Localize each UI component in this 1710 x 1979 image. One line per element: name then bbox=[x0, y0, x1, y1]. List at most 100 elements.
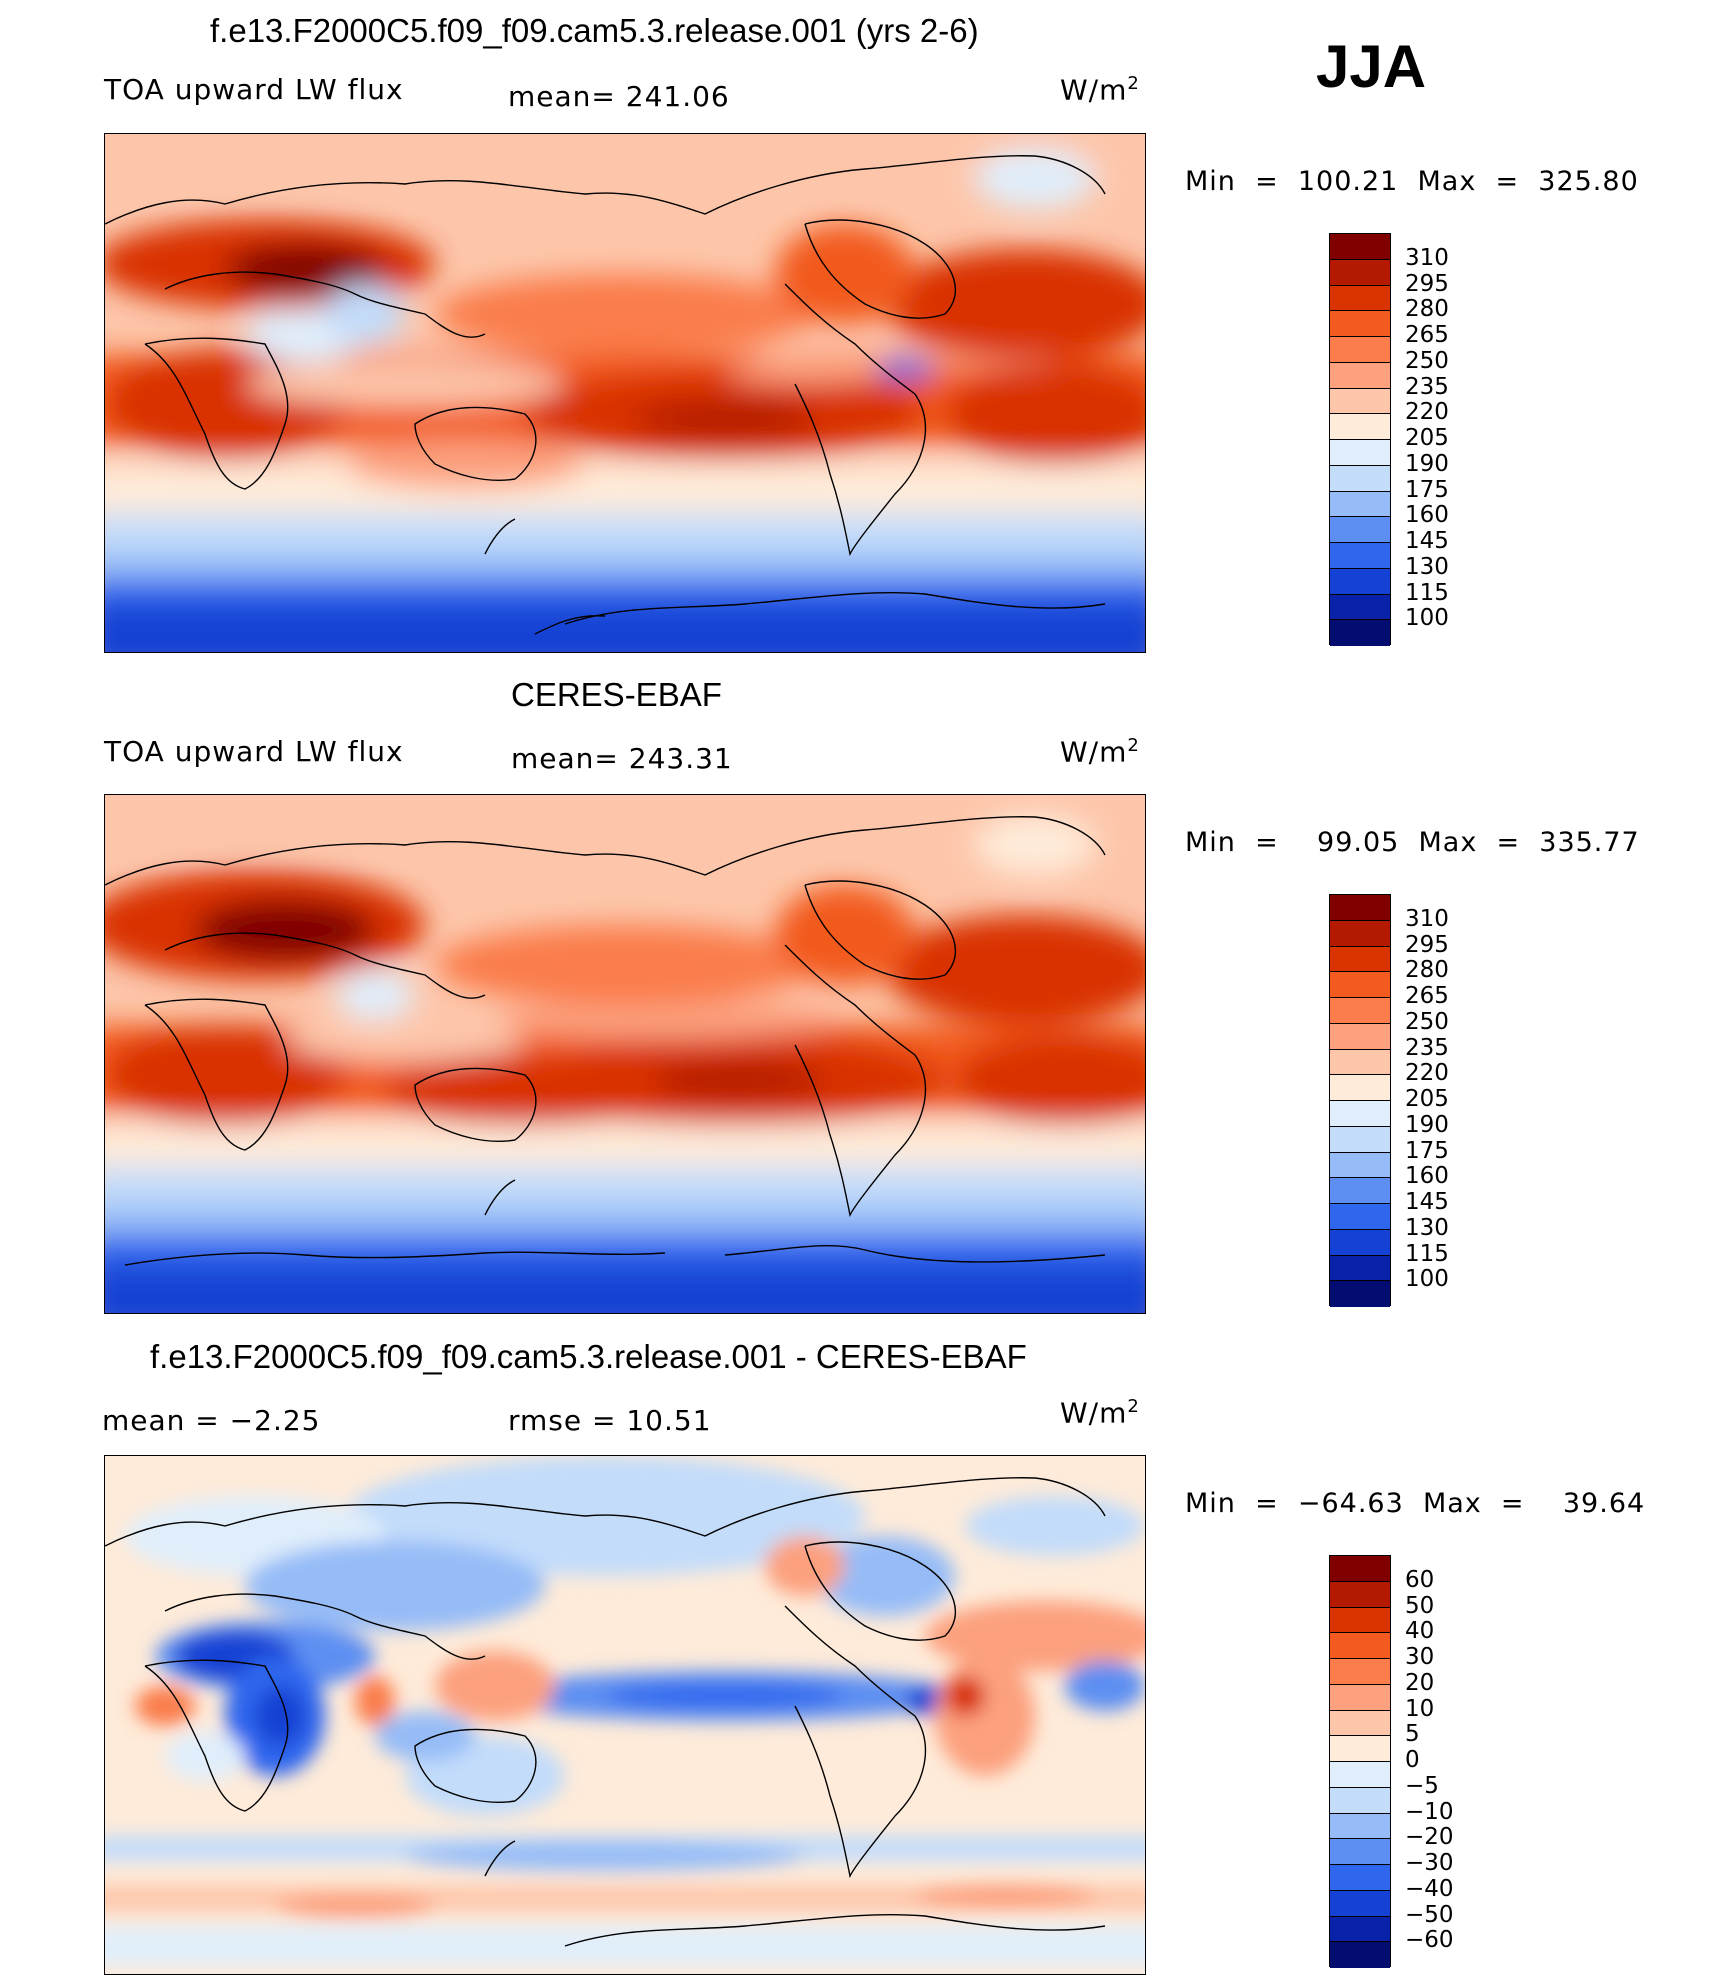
panel1-colorbar-swatch bbox=[1330, 594, 1390, 621]
panel3-map-svg bbox=[105, 1456, 1145, 1974]
panel1-colorbar-swatch bbox=[1330, 543, 1390, 569]
panel1-colorbar-tick-label: 235 bbox=[1405, 373, 1449, 400]
panel1-colorbar-tick-label: 250 bbox=[1405, 347, 1449, 374]
panel1-variable-label: TOA upward LW flux bbox=[104, 73, 404, 106]
panel2-colorbar-tick-label: 250 bbox=[1405, 1008, 1449, 1035]
panel1-colorbar-swatch bbox=[1330, 491, 1390, 518]
panel2-colorbar-swatch bbox=[1330, 998, 1390, 1024]
panel1-colorbar-tick-label: 160 bbox=[1405, 502, 1449, 529]
panel2-colorbar-swatch bbox=[1330, 1281, 1390, 1307]
panel2-colorbar-swatch bbox=[1330, 1152, 1390, 1179]
panel3-colorbar-tick-label: −60 bbox=[1405, 1927, 1454, 1954]
panel1-colorbar-tick-label: 265 bbox=[1405, 322, 1449, 348]
panel1-colorbar-swatch bbox=[1330, 465, 1390, 492]
panel3-colorbar-tick-label: 10 bbox=[1405, 1695, 1435, 1722]
panel3-colorbar-swatch bbox=[1330, 1839, 1390, 1865]
panel1-colorbar bbox=[1329, 233, 1391, 646]
panel3-colorbar-swatch bbox=[1330, 1607, 1390, 1634]
panel1-units-label: W/m2 bbox=[1060, 73, 1140, 107]
panel2-colorbar-tick-label: 295 bbox=[1405, 931, 1449, 958]
panel2-variable-label: TOA upward LW flux bbox=[104, 735, 404, 768]
panel2-colorbar-tick-label: 310 bbox=[1405, 905, 1449, 932]
panel1-colorbar-tick-label: 310 bbox=[1405, 244, 1449, 271]
panel3-colorbar-tick-label: 40 bbox=[1405, 1618, 1435, 1645]
panel1-colorbar-tick-label: 295 bbox=[1405, 270, 1449, 297]
panel3-colorbar-swatch bbox=[1330, 1581, 1390, 1608]
panel3-colorbar bbox=[1329, 1555, 1391, 1968]
panel3-colorbar-tick-label: −40 bbox=[1405, 1875, 1454, 1902]
panel3-colorbar-tick-label: −30 bbox=[1405, 1850, 1454, 1876]
panel2-map-svg bbox=[105, 795, 1145, 1313]
panel2-colorbar-swatch bbox=[1330, 1126, 1390, 1153]
panel2-units-label: W/m2 bbox=[1060, 735, 1140, 769]
panel1-colorbar-tick-label: 190 bbox=[1405, 450, 1449, 477]
panel2-colorbar-swatch bbox=[1330, 895, 1390, 921]
panel3-colorbar-tick-label: −20 bbox=[1405, 1824, 1454, 1851]
panel2-colorbar-swatch bbox=[1330, 972, 1390, 998]
panel3-colorbar-tick-label: 5 bbox=[1405, 1721, 1420, 1748]
panel3-mean-label: mean = −2.25 bbox=[102, 1404, 321, 1437]
panel3-rmse-label: rmse = 10.51 bbox=[508, 1404, 712, 1437]
panel2-colorbar-tick-label: 100 bbox=[1405, 1266, 1449, 1293]
panel3-colorbar-swatch bbox=[1330, 1787, 1390, 1814]
panel3-colorbar-tick-label: 60 bbox=[1405, 1566, 1435, 1593]
panel2-colorbar-swatch bbox=[1330, 1075, 1390, 1101]
panel1-colorbar-swatch bbox=[1330, 568, 1390, 595]
panel1-map bbox=[104, 133, 1146, 653]
panel3-colorbar-swatch bbox=[1330, 1736, 1390, 1762]
panel2-colorbar-swatch bbox=[1330, 946, 1390, 973]
panel2-map bbox=[104, 794, 1146, 1314]
panel1-colorbar-swatch bbox=[1330, 337, 1390, 363]
panel2-colorbar-swatch bbox=[1330, 1101, 1390, 1127]
panel2-colorbar-swatch bbox=[1330, 1255, 1390, 1282]
panel3-colorbar-swatch bbox=[1330, 1659, 1390, 1685]
panel1-colorbar-tick-label: 100 bbox=[1405, 605, 1449, 632]
panel2-colorbar bbox=[1329, 894, 1391, 1307]
panel3-colorbar-swatch bbox=[1330, 1762, 1390, 1788]
panel1-colorbar-tick-label: 130 bbox=[1405, 553, 1449, 580]
panel1-colorbar-tick-label: 175 bbox=[1405, 476, 1449, 503]
panel1-colorbar-tick-label: 145 bbox=[1405, 528, 1449, 554]
panel3-colorbar-tick-label: −10 bbox=[1405, 1798, 1454, 1825]
panel2-colorbar-swatch bbox=[1330, 1049, 1390, 1076]
panel2-colorbar-tick-label: 145 bbox=[1405, 1189, 1449, 1215]
panel2-coastlines bbox=[105, 816, 1106, 1266]
panel3-colorbar-tick-label: 30 bbox=[1405, 1644, 1435, 1670]
panel1-colorbar-tick-label: 205 bbox=[1405, 425, 1449, 451]
panel3-colorbar-swatch bbox=[1330, 1813, 1390, 1840]
panel3-colorbar-tick-label: −5 bbox=[1405, 1772, 1439, 1799]
panel1-colorbar-swatch bbox=[1330, 285, 1390, 312]
panel1-colorbar-swatch bbox=[1330, 234, 1390, 260]
panel3-units-label: W/m2 bbox=[1060, 1396, 1140, 1430]
panel3-colorbar-swatch bbox=[1330, 1916, 1390, 1943]
panel3-colorbar-swatch bbox=[1330, 1684, 1390, 1711]
panel1-colorbar-swatch bbox=[1330, 440, 1390, 466]
panel1-title: f.e13.F2000C5.f09_f09.cam5.3.release.001… bbox=[210, 12, 979, 49]
panel1-mean-label: mean= 241.06 bbox=[508, 80, 730, 113]
panel1-colorbar-swatch bbox=[1330, 414, 1390, 440]
panel3-coastlines bbox=[105, 1477, 1106, 1947]
panel3-colorbar-swatch bbox=[1330, 1710, 1390, 1737]
panel2-colorbar-swatch bbox=[1330, 1023, 1390, 1050]
panel2-colorbar-swatch bbox=[1330, 1178, 1390, 1204]
panel2-colorbar-tick-label: 160 bbox=[1405, 1163, 1449, 1190]
panel2-colorbar-tick-label: 220 bbox=[1405, 1060, 1449, 1087]
panel3-minmax-label: Min = −64.63 Max = 39.64 bbox=[1185, 1488, 1646, 1519]
panel1-minmax-label: Min = 100.21 Max = 325.80 bbox=[1185, 166, 1639, 197]
panel1-coastlines bbox=[105, 155, 1106, 635]
panel3-colorbar-tick-label: −50 bbox=[1405, 1901, 1454, 1928]
panel2-colorbar-tick-label: 190 bbox=[1405, 1111, 1449, 1138]
panel2-colorbar-tick-label: 175 bbox=[1405, 1137, 1449, 1164]
panel1-colorbar-swatch bbox=[1330, 311, 1390, 337]
panel1-colorbar-tick-label: 280 bbox=[1405, 296, 1449, 323]
panel1-map-svg bbox=[105, 134, 1145, 652]
panel3-colorbar-swatch bbox=[1330, 1890, 1390, 1917]
panel3-colorbar-tick-label: 20 bbox=[1405, 1669, 1435, 1696]
panel3-map bbox=[104, 1455, 1146, 1975]
panel2-colorbar-swatch bbox=[1330, 1229, 1390, 1256]
panel2-minmax-label: Min = 99.05 Max = 335.77 bbox=[1185, 827, 1640, 858]
panel1-colorbar-swatch bbox=[1330, 517, 1390, 543]
panel2-mean-label: mean= 243.31 bbox=[511, 742, 733, 775]
panel2-colorbar-tick-label: 280 bbox=[1405, 957, 1449, 984]
panel3-colorbar-swatch bbox=[1330, 1942, 1390, 1968]
